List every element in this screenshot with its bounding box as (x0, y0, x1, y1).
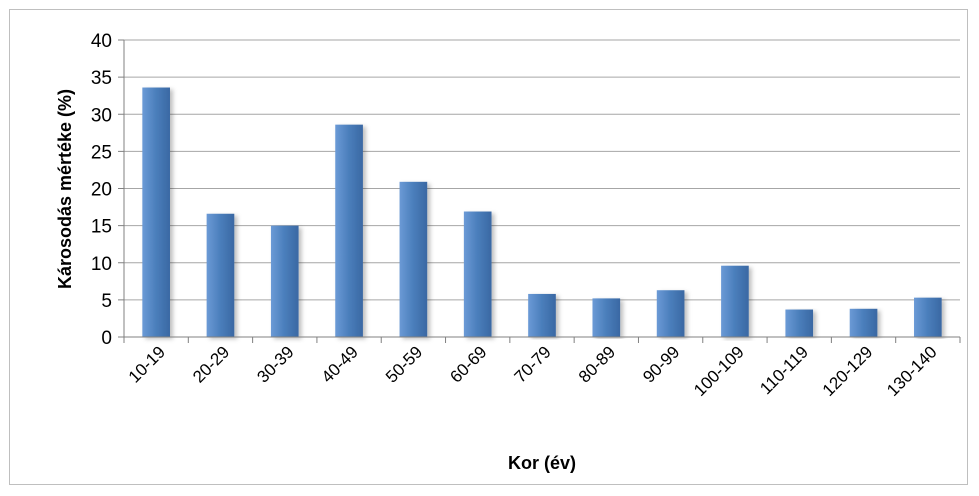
x-tick-label: 30-39 (253, 342, 297, 386)
bar (463, 211, 492, 337)
bar (142, 87, 170, 338)
y-tick-label: 30 (91, 105, 112, 126)
bar (656, 290, 685, 337)
x-tick-label: 20-29 (189, 342, 233, 386)
bar (785, 309, 814, 337)
bar (528, 293, 556, 337)
x-axis-title: Kor (év) (508, 453, 576, 473)
bar (721, 265, 749, 337)
x-tick-label: 70-79 (511, 342, 555, 386)
gridlines (124, 39, 960, 301)
x-tick-label: 110-119 (756, 342, 812, 398)
x-tick-label: 100-109 (690, 342, 748, 400)
y-tick-label: 20 (91, 180, 112, 201)
x-tick-label: 50-59 (382, 342, 426, 386)
y-tick-label: 10 (91, 254, 112, 275)
bar (592, 298, 621, 337)
y-axis-title: Károsodás mértéke (%) (55, 89, 75, 289)
bar (849, 308, 878, 337)
x-tick-label: 130-140 (883, 342, 941, 400)
y-tick-label: 0 (101, 328, 112, 349)
x-tick-label: 120-129 (819, 342, 877, 400)
bar (335, 124, 363, 338)
y-tick-label: 35 (91, 68, 112, 89)
x-tick-label: 10-19 (125, 342, 169, 386)
bars (142, 87, 942, 338)
bar (270, 225, 299, 337)
y-tick-label: 5 (101, 291, 112, 312)
x-axis-ticks: 10-19 20-29 30-39 40-49 50-59 60-69 70-79 80-89… (123, 337, 961, 400)
x-tick-label: 60-69 (446, 342, 490, 386)
bar (914, 297, 942, 337)
axes (123, 40, 960, 338)
y-tick-label: 15 (91, 217, 112, 238)
x-tick-label: 90-99 (639, 342, 683, 386)
bar (206, 213, 235, 337)
y-axis-ticks: 0 5 10 15 20 25 30 35 40 (91, 31, 124, 349)
y-tick-label: 25 (91, 142, 112, 163)
y-tick-label: 40 (91, 31, 112, 52)
bar (399, 181, 428, 337)
x-tick-label: 40-49 (318, 342, 362, 386)
x-tick-label: 80-89 (575, 342, 619, 386)
